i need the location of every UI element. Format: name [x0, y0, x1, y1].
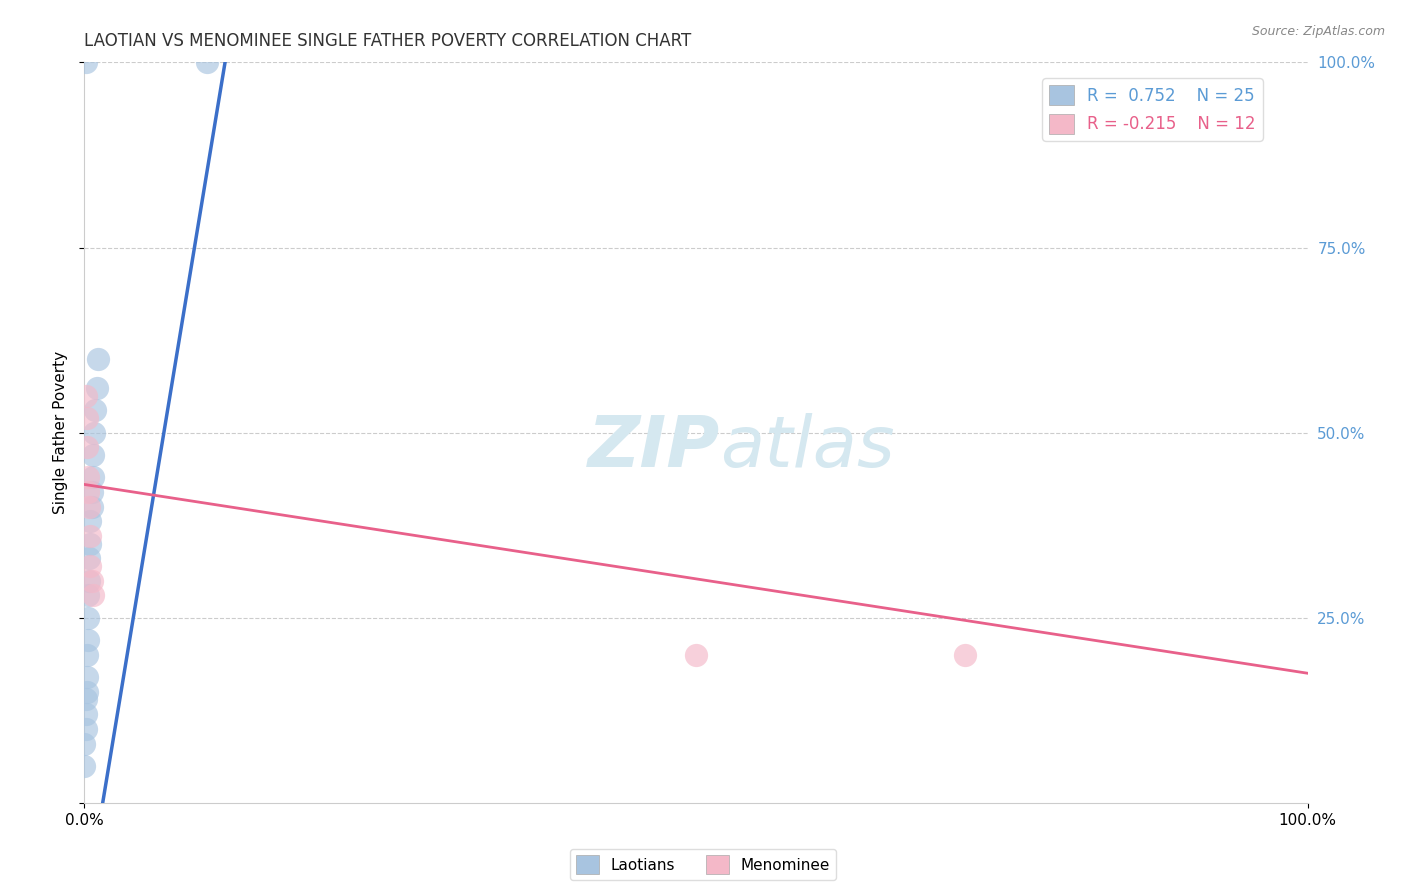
Point	[87, 351, 110, 366]
Point	[77, 610, 100, 624]
Point	[77, 500, 100, 514]
Text: Source: ZipAtlas.com: Source: ZipAtlas.com	[1251, 25, 1385, 38]
Point	[77, 484, 100, 499]
Text: ZIP: ZIP	[588, 413, 720, 482]
Point	[75, 388, 97, 402]
Point	[77, 589, 100, 603]
Legend: Laotians, Menominee: Laotians, Menominee	[569, 849, 837, 880]
Point	[73, 737, 96, 751]
Point	[77, 574, 100, 588]
Point	[73, 758, 96, 772]
Point	[79, 536, 101, 550]
Point	[80, 500, 103, 514]
Point	[79, 515, 101, 529]
Point	[195, 55, 218, 70]
Text: atlas: atlas	[720, 413, 896, 482]
Point	[77, 551, 100, 566]
Point	[76, 685, 98, 699]
Point	[82, 470, 104, 484]
Legend: R =  0.752    N = 25, R = -0.215    N = 12: R = 0.752 N = 25, R = -0.215 N = 12	[1042, 78, 1263, 141]
Point	[75, 706, 97, 721]
Point	[80, 484, 103, 499]
Point	[79, 558, 101, 573]
Point	[685, 648, 707, 662]
Point	[75, 692, 97, 706]
Y-axis label: Single Father Poverty: Single Father Poverty	[53, 351, 69, 514]
Point	[77, 470, 100, 484]
Point	[80, 574, 103, 588]
Point	[83, 425, 105, 440]
Point	[79, 529, 101, 543]
Point	[76, 648, 98, 662]
Point	[76, 441, 98, 455]
Point	[75, 55, 97, 70]
Text: LAOTIAN VS MENOMINEE SINGLE FATHER POVERTY CORRELATION CHART: LAOTIAN VS MENOMINEE SINGLE FATHER POVER…	[84, 32, 692, 50]
Point	[75, 722, 97, 736]
Point	[86, 381, 108, 395]
Point	[76, 410, 98, 425]
Point	[82, 448, 104, 462]
Point	[84, 403, 107, 417]
Point	[76, 670, 98, 684]
Point	[82, 589, 104, 603]
Point	[953, 648, 976, 662]
Point	[77, 632, 100, 647]
